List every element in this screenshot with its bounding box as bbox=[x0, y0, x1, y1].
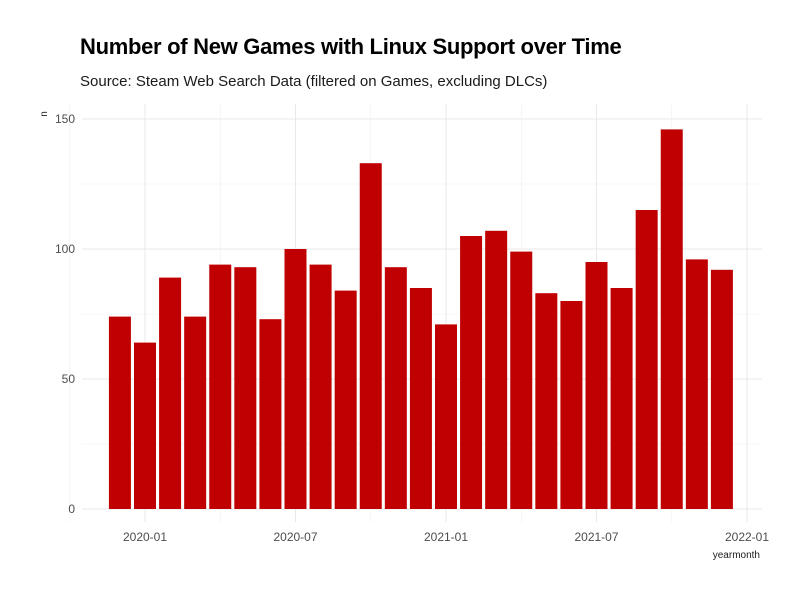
chart-subtitle: Source: Steam Web Search Data (filtered … bbox=[80, 73, 548, 90]
bar-2021-08 bbox=[610, 288, 633, 509]
bar-2020-09 bbox=[334, 290, 357, 509]
x-tick-label: 2020-01 bbox=[123, 530, 167, 544]
bar-2020-01 bbox=[134, 342, 156, 509]
bar-2021-11 bbox=[685, 259, 708, 509]
x-tick-label: 2021-07 bbox=[574, 530, 618, 544]
bar-2020-07 bbox=[284, 249, 307, 509]
bar-2020-12 bbox=[409, 288, 432, 509]
bar-2021-06 bbox=[560, 301, 583, 509]
bar-2021-02 bbox=[460, 236, 483, 509]
bar-2020-11 bbox=[384, 267, 407, 509]
bar-2021-01 bbox=[435, 324, 457, 509]
chart-title: Number of New Games with Linux Support o… bbox=[80, 34, 622, 59]
bar-2020-08 bbox=[309, 264, 332, 509]
x-axis-title: yearmonth bbox=[713, 550, 760, 561]
y-tick-label: 100 bbox=[55, 242, 75, 256]
y-tick-label: 0 bbox=[68, 502, 75, 516]
bar-2020-10 bbox=[359, 163, 382, 509]
bars bbox=[108, 129, 733, 510]
y-axis-title: n bbox=[39, 111, 50, 117]
bar-2021-09 bbox=[635, 210, 658, 509]
x-tick-label: 2021-01 bbox=[424, 530, 468, 544]
y-tick-label: 150 bbox=[55, 112, 75, 126]
bar-2020-05 bbox=[234, 267, 257, 509]
bar-2020-03 bbox=[184, 316, 207, 509]
y-tick-label: 50 bbox=[62, 372, 76, 386]
y-axis: 0 50 100 150 bbox=[55, 112, 75, 516]
x-tick-label: 2020-07 bbox=[273, 530, 317, 544]
bar-2020-04 bbox=[209, 264, 232, 509]
bar-2021-07 bbox=[585, 262, 608, 509]
bar-2020-06 bbox=[259, 319, 282, 509]
bar-2020-02 bbox=[159, 277, 182, 509]
x-axis: 2020-01 2020-07 2021-01 2021-07 2022-01 bbox=[123, 530, 769, 544]
bar-2021-10 bbox=[660, 129, 683, 509]
x-tick-label: 2022-01 bbox=[725, 530, 769, 544]
bar-2021-03 bbox=[485, 230, 508, 510]
bar-2021-05 bbox=[535, 293, 558, 509]
bar-2021-04 bbox=[510, 251, 533, 509]
bar-2021-12 bbox=[710, 269, 733, 509]
bar-2019-12 bbox=[108, 316, 131, 509]
